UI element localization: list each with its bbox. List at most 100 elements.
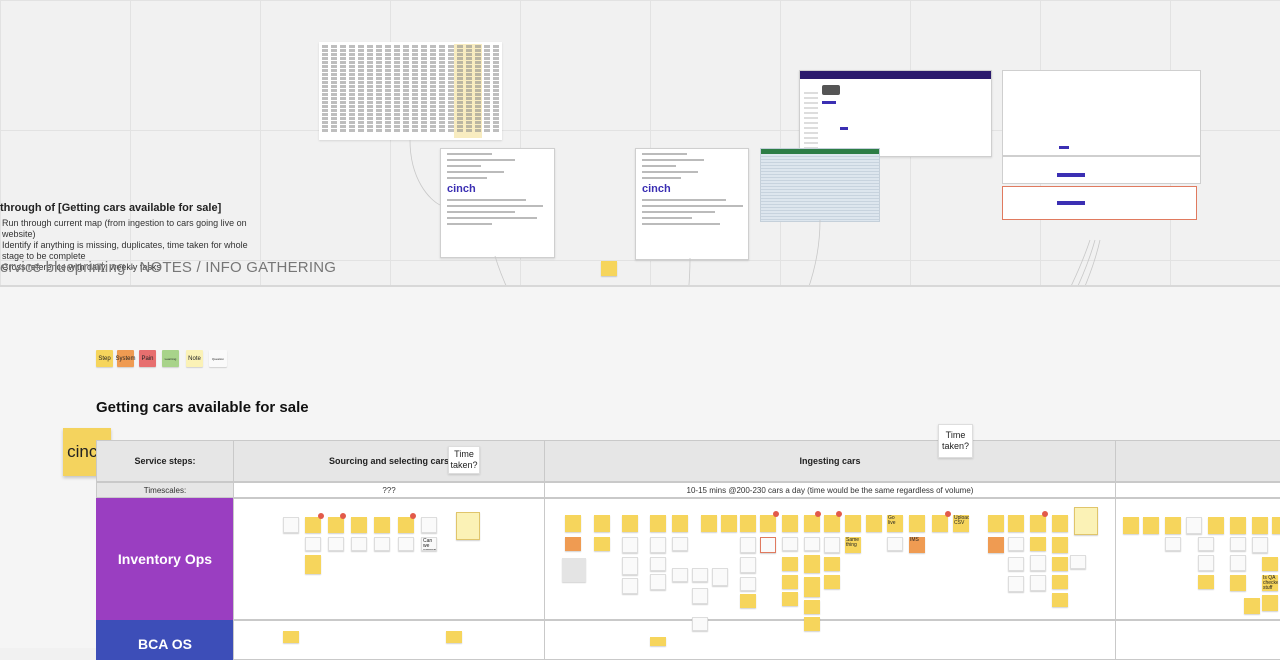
sticky-note[interactable] [701, 515, 717, 532]
comment-badge[interactable] [1042, 511, 1048, 517]
sticky-note[interactable] [1008, 537, 1024, 551]
sticky-note[interactable] [1272, 517, 1280, 534]
sticky-note[interactable] [562, 558, 586, 582]
sticky-note[interactable]: Same thing [845, 537, 861, 553]
sticky-note[interactable] [782, 537, 798, 551]
sticky-note[interactable] [1262, 595, 1278, 611]
sticky-note[interactable] [1030, 575, 1046, 591]
form-section-screenshot[interactable] [1002, 156, 1201, 184]
sticky-note[interactable] [824, 537, 840, 553]
sticky-note[interactable] [601, 261, 617, 276]
sticky-note[interactable]: Is QA checked stuff [1262, 575, 1278, 591]
sticky-note[interactable] [594, 515, 610, 532]
sticky-note[interactable]: Can we export [421, 537, 437, 551]
sticky-note[interactable] [1030, 515, 1046, 532]
sticky-note[interactable] [909, 515, 925, 532]
sticky-note[interactable] [672, 568, 688, 582]
sticky-note[interactable] [804, 555, 820, 573]
comment-badge[interactable] [773, 511, 779, 517]
sticky-note[interactable] [622, 537, 638, 553]
sticky-note[interactable] [760, 515, 776, 532]
comment-badge[interactable] [340, 513, 346, 519]
sticky-note[interactable] [1252, 517, 1268, 534]
sticky-note[interactable] [305, 517, 321, 533]
sticky-note[interactable] [740, 594, 756, 608]
sticky-note[interactable]: Upload CSV [953, 515, 969, 532]
sticky-note[interactable] [1252, 537, 1268, 553]
sticky-note[interactable] [782, 575, 798, 589]
email-screenshot-2[interactable]: cinch [635, 148, 749, 260]
sticky-note[interactable] [328, 517, 344, 533]
sticky-note[interactable] [594, 537, 610, 551]
sticky-note[interactable] [712, 568, 728, 586]
sticky-note[interactable] [1198, 575, 1214, 589]
sticky-note[interactable] [1123, 517, 1139, 534]
sticky-note[interactable] [650, 557, 666, 571]
sticky-note[interactable] [328, 537, 344, 551]
sticky-note[interactable] [740, 515, 756, 532]
sticky-note[interactable] [988, 537, 1004, 553]
sticky-note[interactable] [740, 537, 756, 553]
sticky-note[interactable] [1262, 557, 1278, 571]
comment-badge[interactable] [836, 511, 842, 517]
sticky-note[interactable] [374, 517, 390, 533]
sticky-note[interactable] [1230, 517, 1246, 534]
sticky-note[interactable] [1008, 557, 1024, 571]
sticky-note[interactable] [672, 515, 688, 532]
sticky-note[interactable] [650, 537, 666, 553]
sticky-note[interactable] [1074, 507, 1098, 535]
sticky-note[interactable] [782, 557, 798, 571]
sticky-note[interactable] [1244, 598, 1260, 614]
sticky-note[interactable] [398, 517, 414, 533]
sticky-note[interactable] [1052, 593, 1068, 607]
time-taken-note[interactable]: Time taken? [448, 446, 480, 474]
sticky-note[interactable] [1008, 576, 1024, 592]
sticky-note[interactable] [804, 577, 820, 597]
form-upload-screenshot[interactable] [1002, 186, 1197, 220]
sticky-note[interactable] [1008, 515, 1024, 532]
sticky-note[interactable] [692, 568, 708, 582]
sticky-note[interactable] [1186, 517, 1202, 534]
sticky-note[interactable] [565, 515, 581, 532]
sticky-note[interactable] [760, 537, 776, 553]
data-sheet-screenshot[interactable] [760, 148, 880, 222]
sticky-note[interactable] [1230, 537, 1246, 551]
sticky-note[interactable] [446, 631, 462, 643]
email-screenshot-1[interactable]: cinch [440, 148, 555, 258]
sticky-note[interactable] [721, 515, 737, 532]
sticky-note[interactable] [1198, 555, 1214, 571]
sticky-note[interactable] [804, 515, 820, 532]
sticky-note[interactable] [692, 617, 708, 631]
sticky-note[interactable] [804, 537, 820, 551]
sticky-note[interactable] [650, 637, 666, 646]
sticky-note[interactable] [650, 515, 666, 532]
sticky-note[interactable]: IMS [909, 537, 925, 553]
sticky-note[interactable] [421, 517, 437, 533]
sticky-note[interactable] [1230, 555, 1246, 571]
sticky-note[interactable] [351, 517, 367, 533]
sticky-note[interactable]: Go live [887, 515, 903, 532]
sticky-note[interactable] [824, 575, 840, 589]
sticky-note[interactable] [988, 515, 1004, 532]
sticky-note[interactable] [1165, 537, 1181, 551]
sticky-note[interactable] [351, 537, 367, 551]
sticky-note[interactable] [1208, 517, 1224, 534]
sticky-note[interactable] [374, 537, 390, 551]
sticky-note[interactable] [692, 588, 708, 604]
sticky-note[interactable] [283, 631, 299, 643]
sticky-note[interactable] [782, 515, 798, 532]
sticky-note[interactable] [824, 557, 840, 571]
sticky-note[interactable] [1030, 537, 1046, 551]
sticky-note[interactable] [283, 517, 299, 533]
sticky-note[interactable] [1052, 575, 1068, 589]
sticky-note[interactable] [672, 537, 688, 551]
comment-badge[interactable] [945, 511, 951, 517]
sticky-note[interactable] [456, 512, 480, 540]
sticky-note[interactable] [305, 555, 321, 574]
sticky-note[interactable] [1052, 515, 1068, 532]
sticky-note[interactable] [650, 574, 666, 590]
sticky-note[interactable] [1070, 555, 1086, 569]
sticky-note[interactable] [1030, 555, 1046, 571]
sticky-note[interactable] [565, 537, 581, 551]
sticky-note[interactable] [305, 537, 321, 551]
